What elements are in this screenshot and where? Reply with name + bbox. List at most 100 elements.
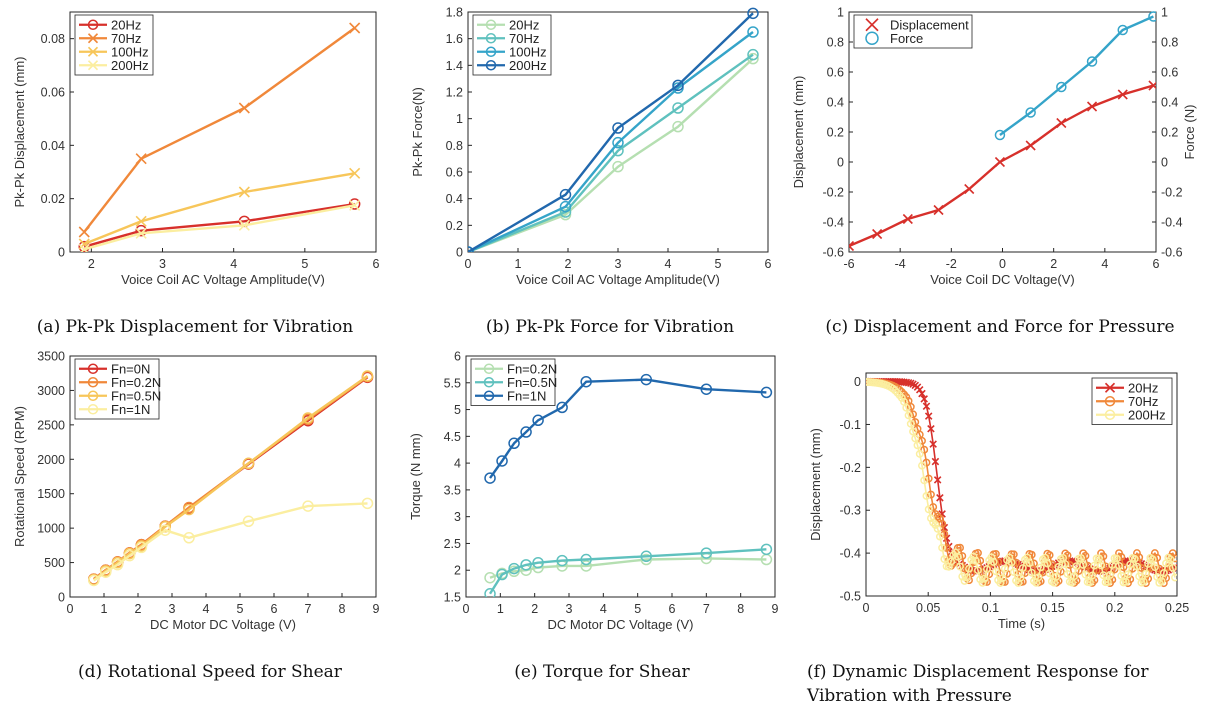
series-line-b-2 (468, 31, 754, 252)
legend-marker-e (483, 377, 495, 388)
legend-marker-c (865, 18, 879, 32)
data-point-f-2 (1079, 560, 1088, 569)
y-tick-label-e: 3.5 (444, 483, 461, 497)
series-d-3 (88, 497, 374, 587)
data-point-f-2 (998, 574, 1007, 583)
y-axis-label-e: Torque (N mm) (408, 433, 423, 520)
data-point-f-2 (1094, 554, 1103, 563)
data-point-d-2 (242, 457, 255, 470)
data-point-f-1 (909, 410, 917, 419)
x-tick-label-d: 4 (203, 602, 210, 616)
y-tick-label-b: 0 (456, 246, 463, 260)
data-point-f-1 (906, 402, 915, 411)
data-point-f-2 (1085, 578, 1094, 587)
y-tick-label-c: 0.4 (827, 96, 844, 110)
data-point-e-2 (700, 383, 713, 395)
data-point-f-2 (974, 566, 982, 575)
y-tick-label-c: 0.6 (827, 66, 844, 80)
data-point-f-2 (891, 386, 900, 395)
data-point-f-2 (1027, 568, 1036, 577)
data-point-c-0 (1148, 80, 1156, 91)
data-point-a-3 (78, 243, 90, 252)
data-point-f-2 (1036, 563, 1045, 572)
x-tick-label-d: 6 (271, 602, 278, 616)
data-point-f-2 (1025, 559, 1034, 567)
series-e-1 (484, 543, 773, 597)
x-tick-label-c: -4 (895, 257, 906, 271)
data-point-f-2 (1139, 577, 1148, 586)
data-point-e-1 (760, 543, 773, 556)
data-point-c-1 (994, 129, 1006, 141)
x-tick-label-c: 0 (999, 257, 1006, 271)
x-axis-label-a: Voice Coil AC Voltage Amplitude(V) (121, 272, 325, 287)
data-point-f-2 (1043, 559, 1052, 568)
x-tick-label-e: 7 (703, 602, 710, 616)
y-tick-label-a: 0.02 (41, 192, 65, 206)
data-point-f-2 (971, 556, 980, 565)
y-right-tick-label-c: 0.6 (1161, 66, 1178, 80)
legend-label-f: 20Hz (1128, 380, 1158, 395)
data-point-f-1 (920, 445, 929, 454)
data-point-f-0 (931, 457, 940, 466)
data-point-f-2 (1171, 573, 1177, 582)
data-point-c-1 (1056, 81, 1067, 93)
x-tick-label-e: 3 (566, 602, 573, 616)
legend-label-f: 70Hz (1128, 394, 1158, 409)
data-point-f-0 (922, 402, 931, 411)
data-point-c-1 (1025, 107, 1036, 118)
axes-f: 0 0.05 0.1 0.15 0.2 0.25 -0.5 -0.4 -0.3 -0.2 -0.1 0… (808, 372, 1189, 631)
data-point-c-0 (1025, 140, 1036, 151)
series-line-c-1 (999, 15, 1154, 136)
data-point-b-3 (747, 7, 759, 20)
y-right-tick-label-c: 0.4 (1161, 96, 1178, 110)
y-tick-label-e: 5 (454, 403, 461, 417)
y-tick-label-c: -0.2 (822, 186, 844, 200)
series-line-e-1 (488, 548, 767, 595)
y-tick-label-e: 2 (454, 564, 461, 578)
x-axis-label-d: DC Motor DC Voltage (V) (150, 617, 296, 632)
x-tick-label-d: 8 (339, 602, 346, 616)
data-point-f-2 (906, 419, 915, 428)
y-tick-label-e: 2.5 (444, 537, 461, 551)
data-point-c-0 (1056, 117, 1067, 129)
data-point-f-2 (1168, 563, 1177, 572)
legend-label-d: Fn=0.2N (111, 375, 161, 390)
legend-marker-a (87, 19, 99, 30)
data-point-f-2 (922, 492, 931, 500)
data-point-f-2 (1009, 568, 1018, 577)
y-axis-label-f: Displacement (mm) (808, 428, 823, 541)
y-tick-label-f: -0.3 (839, 504, 861, 518)
data-point-f-2 (1000, 564, 1009, 573)
data-point-f-1 (1155, 564, 1164, 573)
x-tick-label-b: 1 (515, 257, 522, 271)
legend-marker-e (483, 390, 495, 401)
y-tick-label-a: 0.04 (41, 139, 65, 153)
data-point-f-2 (1034, 573, 1043, 582)
data-point-b-2 (612, 136, 624, 149)
plot-frame-f (865, 372, 1178, 597)
data-point-c-0 (849, 240, 855, 252)
legend-label-b: 100Hz (509, 44, 547, 59)
x-tick-label-c: 4 (1101, 257, 1108, 271)
x-tick-label-e: 0 (463, 602, 470, 616)
series-line-e-0 (489, 557, 767, 579)
data-point-f-0 (936, 494, 944, 502)
data-point-e-2 (760, 386, 773, 399)
plot-area-b (468, 7, 759, 252)
x-tick-label-d: 2 (135, 602, 142, 616)
data-point-f-2 (947, 557, 956, 566)
data-point-f-2 (978, 578, 987, 587)
data-point-e-2 (484, 472, 496, 484)
y-tick-label-f: -0.4 (839, 547, 861, 561)
data-point-f-1 (924, 474, 933, 483)
y-tick-label-d: 3000 (37, 384, 65, 398)
data-point-e-1 (556, 554, 568, 567)
x-tick-label-e: 8 (737, 602, 744, 616)
series-a-0 (78, 198, 361, 252)
data-point-c-0 (964, 183, 975, 195)
data-point-a-3 (135, 227, 147, 239)
legend-marker-a (87, 33, 99, 44)
y-tick-label-b: 0.4 (446, 192, 463, 206)
y-axis-label-a: Pk-Pk Displacement (mm) (12, 57, 27, 208)
